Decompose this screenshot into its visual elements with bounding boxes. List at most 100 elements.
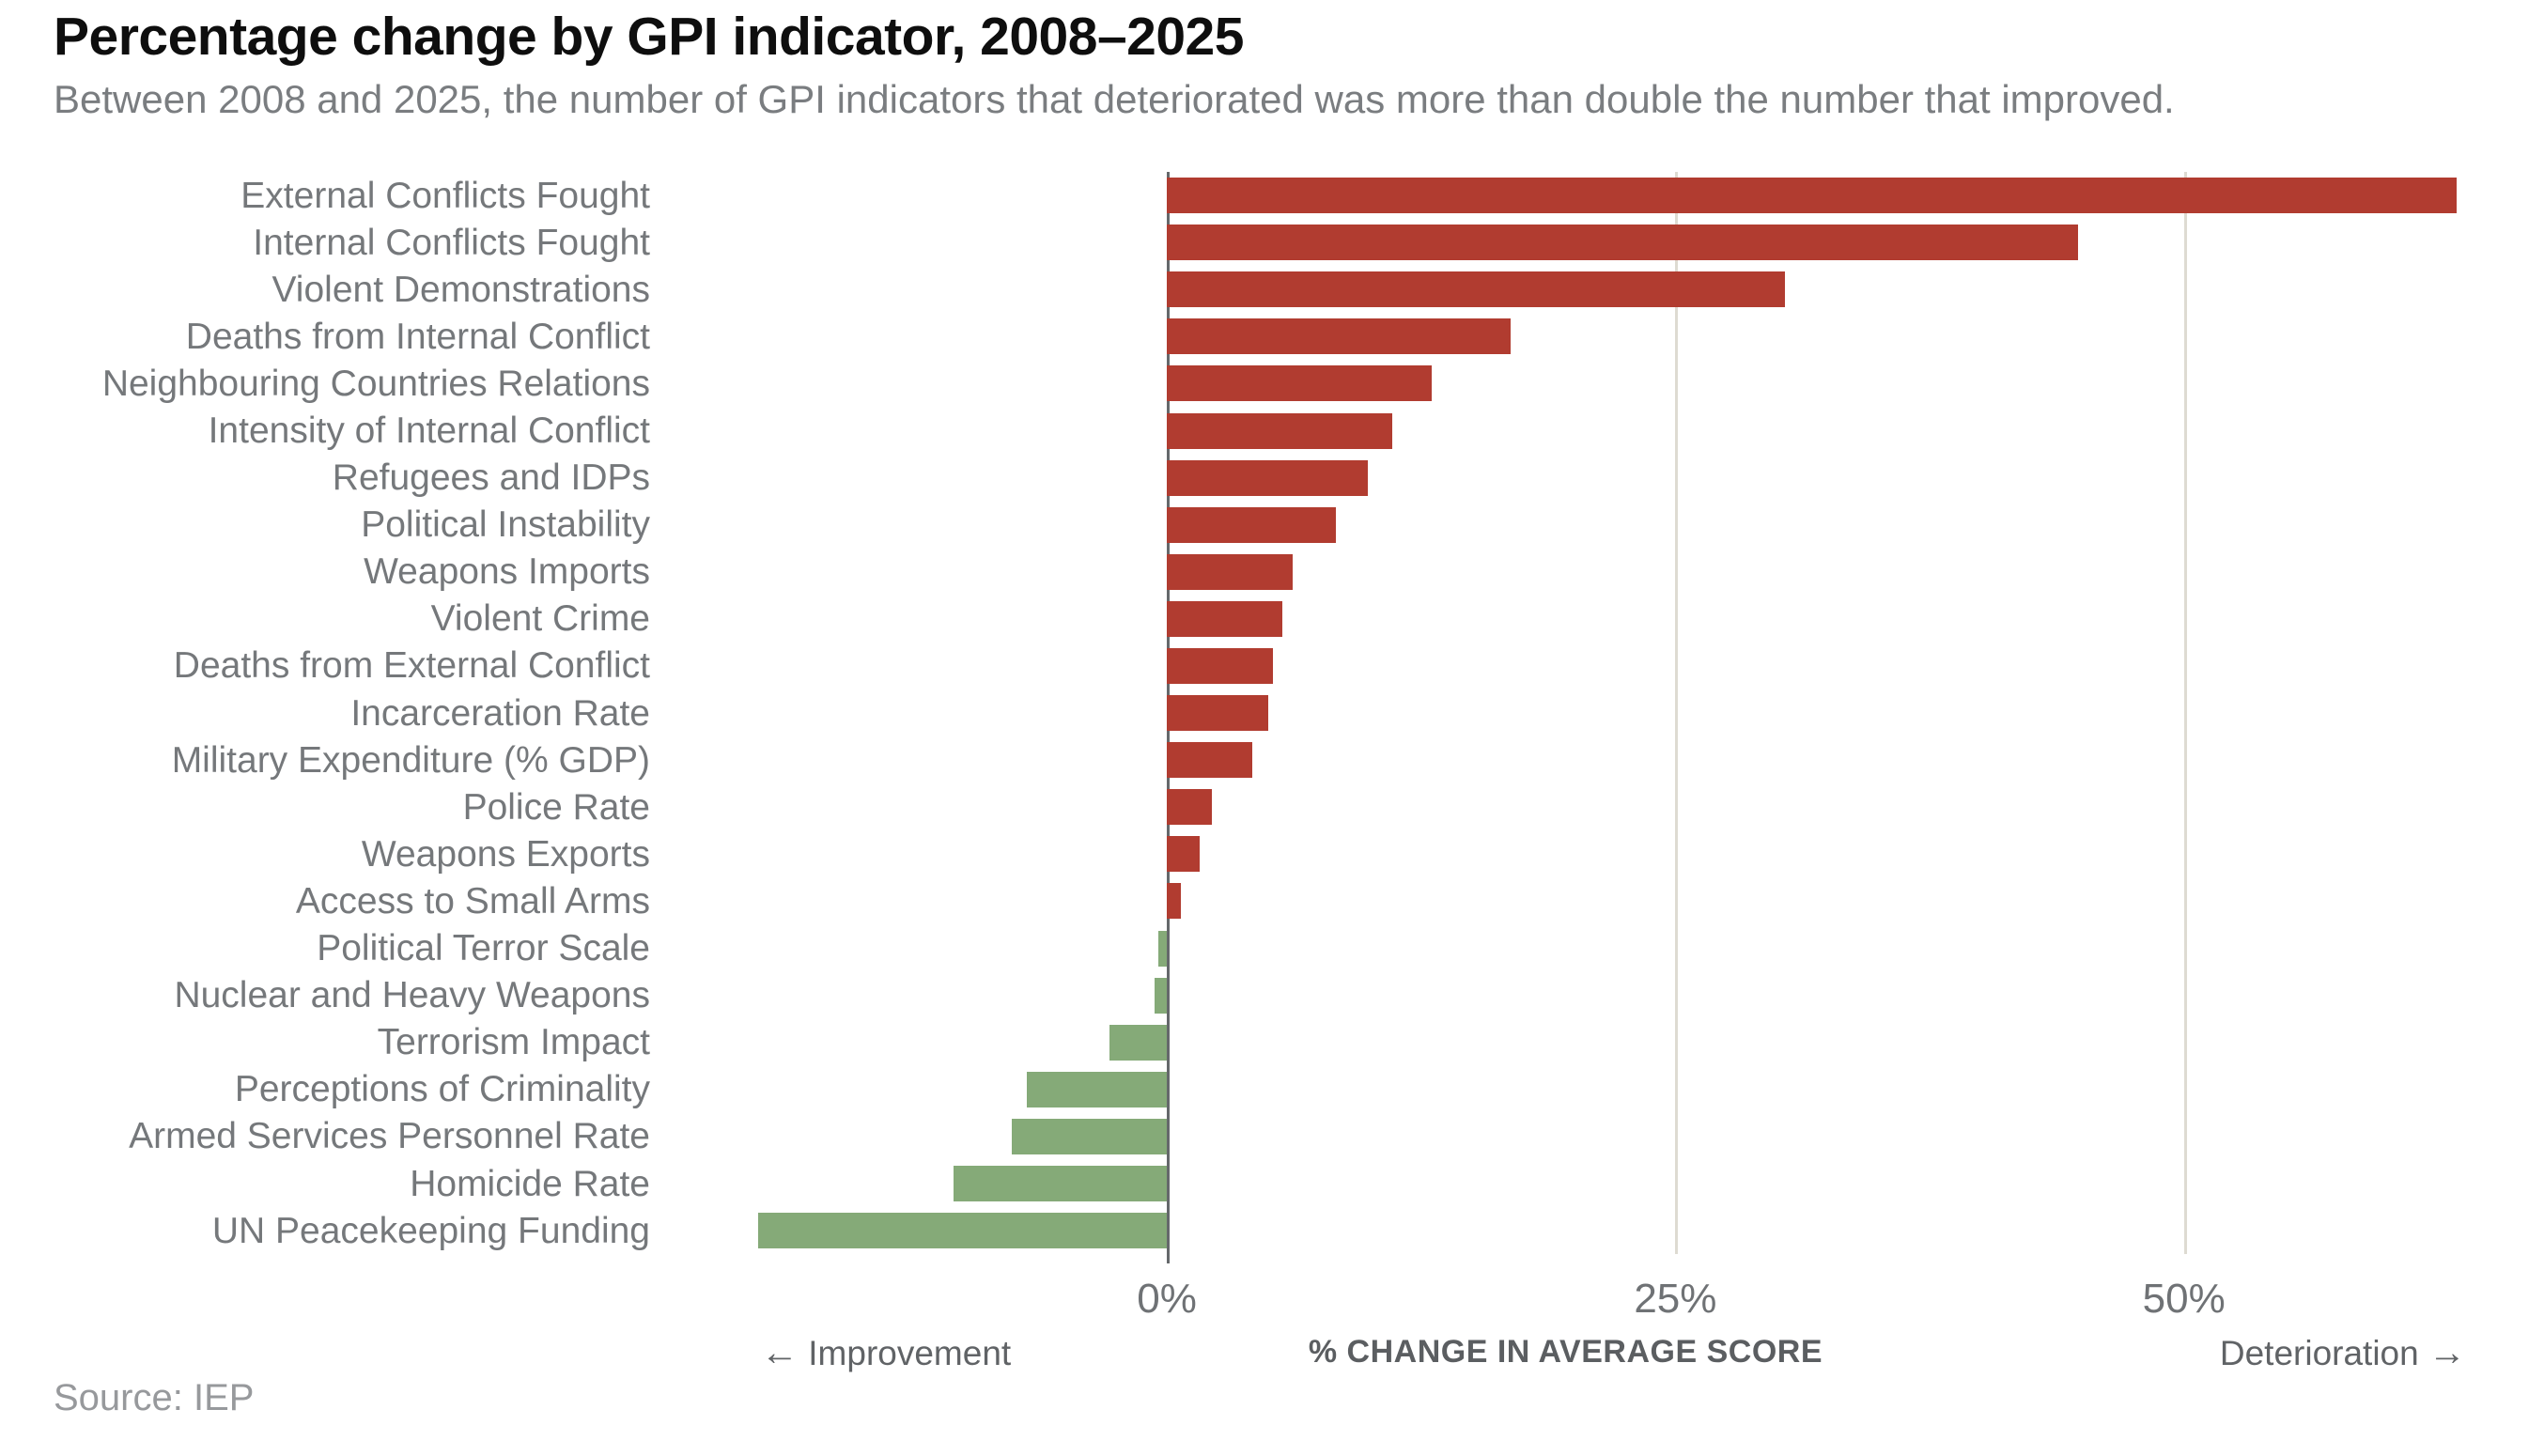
category-label: Perceptions of Criminality [234,1069,650,1110]
deterioration-bar [1167,459,1369,496]
x-axis-label: % CHANGE IN AVERAGE SCORE [1308,1334,1823,1370]
deterioration-bar [1167,647,1273,684]
improvement-bar [1158,930,1167,967]
chart-row: Internal Conflicts Fought [0,219,2544,266]
category-label: Deaths from External Conflict [173,645,650,687]
improvement-caption: ← Improvement [761,1332,1011,1374]
right-arrow-icon: → [2428,1332,2466,1373]
category-label: Homicide Rate [410,1163,650,1204]
bar-track [662,596,2544,643]
plot-area: External Conflicts Fought Internal Confli… [0,172,2544,1263]
x-tick-label: 25% [1634,1276,1717,1322]
chart-row: Terrorism Impact [0,1019,2544,1066]
x-axis-ticks: 0% 25% 50% [662,1276,2544,1324]
category-label: Access to Small Arms [295,880,650,922]
bar-track [662,1066,2544,1113]
improvement-bar [1155,977,1167,1014]
chart-row: External Conflicts Fought [0,172,2544,219]
deterioration-bar [1167,836,1200,873]
improvement-bar [1109,1024,1167,1061]
category-label: Armed Services Personnel Rate [129,1116,650,1157]
chart-row: Nuclear and Heavy Weapons [0,972,2544,1019]
bar-track [662,783,2544,830]
chart-row: Homicide Rate [0,1160,2544,1207]
bar-rows: External Conflicts Fought Internal Confli… [0,172,2544,1254]
improvement-bar [1026,1071,1167,1107]
bar-track [662,689,2544,736]
bar-track [662,455,2544,502]
bar-track [662,172,2544,219]
bar-track [662,313,2544,360]
bar-track [662,1207,2544,1254]
bar-track [662,1160,2544,1207]
bar-track [662,219,2544,266]
category-label: UN Peacekeeping Funding [211,1210,650,1251]
category-label: Weapons Exports [361,833,650,875]
chart-row: Deaths from Internal Conflict [0,313,2544,360]
chart-row: Military Expenditure (% GDP) [0,736,2544,783]
deterioration-caption: Deterioration → [2220,1332,2466,1374]
chart-subtitle: Between 2008 and 2025, the number of GPI… [54,77,2175,121]
improvement-label: Improvement [808,1334,1012,1372]
bar-track [662,266,2544,313]
improvement-bar [1012,1118,1167,1154]
bar-track [662,972,2544,1019]
chart-row: Neighbouring Countries Relations [0,360,2544,407]
category-label: Refugees and IDPs [332,457,650,499]
category-label: Political Instability [361,504,650,546]
category-label: Political Terror Scale [317,928,650,969]
deterioration-bar [1167,695,1269,732]
chart-row: Intensity of Internal Conflict [0,407,2544,454]
category-label: Terrorism Impact [377,1022,650,1063]
bar-track [662,643,2544,689]
chart-row: Deaths from External Conflict [0,643,2544,689]
bar-track [662,549,2544,596]
deterioration-bar [1167,883,1182,920]
chart-title: Percentage change by GPI indicator, 2008… [54,7,1244,67]
deterioration-bar [1167,506,1336,543]
deterioration-bar [1167,225,2079,261]
source-note: Source: IEP [54,1377,255,1418]
chart-row: Refugees and IDPs [0,455,2544,502]
chart-row: Armed Services Personnel Rate [0,1113,2544,1160]
category-label: Intensity of Internal Conflict [208,410,650,452]
category-label: Internal Conflicts Fought [253,222,650,263]
category-label: Nuclear and Heavy Weapons [174,975,650,1016]
bar-track [662,1019,2544,1066]
chart-row: Violent Demonstrations [0,266,2544,313]
category-label: Police Rate [462,786,650,828]
deterioration-bar [1167,271,1786,308]
bar-track [662,1113,2544,1160]
category-label: Neighbouring Countries Relations [101,363,650,404]
chart-row: Perceptions of Criminality [0,1066,2544,1113]
chart-row: Political Instability [0,502,2544,549]
left-arrow-icon: ← [761,1332,799,1373]
bar-track [662,830,2544,877]
category-label: Violent Demonstrations [271,269,651,310]
deterioration-bar [1167,318,1511,355]
gridline [1675,172,1679,1254]
bar-track [662,925,2544,972]
deterioration-bar [1167,178,2457,214]
deterioration-bar [1167,600,1283,637]
bar-track [662,877,2544,924]
bar-track [662,736,2544,783]
chart-row: Political Terror Scale [0,925,2544,972]
chart-row: Weapons Imports [0,549,2544,596]
category-label: Military Expenditure (% GDP) [171,739,650,781]
bar-track [662,407,2544,454]
chart-row: Access to Small Arms [0,877,2544,924]
deterioration-bar [1167,365,1432,402]
category-label: Weapons Imports [364,551,650,593]
gridline [2183,172,2187,1254]
deterioration-label: Deterioration [2219,1334,2419,1372]
chart-row: Police Rate [0,783,2544,830]
bar-track [662,360,2544,407]
deterioration-bar [1167,553,1294,590]
chart-row: Weapons Exports [0,830,2544,877]
x-tick-label: 50% [2142,1276,2226,1322]
axis-caption-row: ← Improvement % CHANGE IN AVERAGE SCORE … [662,1332,2544,1377]
improvement-bar [953,1166,1167,1202]
category-label: Deaths from Internal Conflict [185,316,650,357]
